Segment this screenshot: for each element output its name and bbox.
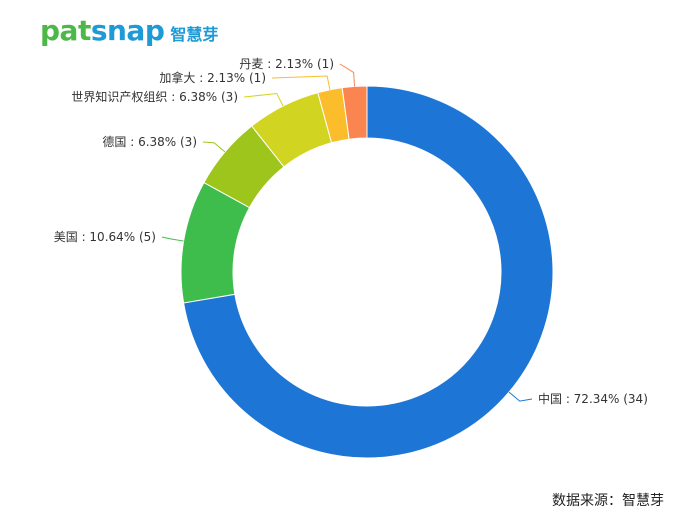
leader-line-3 [202,141,226,153]
leader-line-4 [243,92,284,107]
slice-label-3: 德国 : 6.38% (3) [102,134,197,149]
logo-word-pat: pat [40,14,91,47]
slice-label-1: 中国 : 72.34% (34) [538,391,648,406]
leader-line-6 [339,63,356,87]
leader-line-5 [271,75,331,90]
donut-slice-6 [341,85,368,140]
logo-word-snap: snap [90,14,165,47]
slice-label-6: 丹麦 : 2.13% (1) [239,57,334,71]
slice-label-2: 美国 : 10.64% (5) [54,230,156,244]
leader-line-2 [161,236,184,242]
slice-label-5: 加拿大 : 2.13% (1) [159,70,266,85]
data-source-note: 数据来源：智慧芽 [552,493,664,509]
logo-wordmark: patsnap [40,14,165,47]
leader-line-1 [508,391,533,402]
logo-chinese-name: 智慧芽 [170,25,219,44]
patsnap-logo: patsnap 智慧芽 [40,14,218,50]
slice-label-4: 世界知识产权组织 : 6.38% (3) [71,90,238,104]
donut-slice-1 [183,85,554,459]
